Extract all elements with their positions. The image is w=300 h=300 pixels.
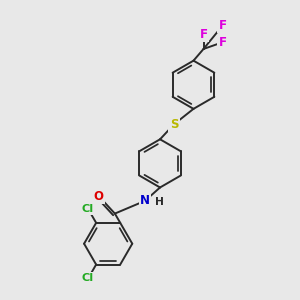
Text: F: F [219,19,226,32]
Text: S: S [170,118,178,131]
Text: F: F [200,28,208,41]
Text: H: H [154,196,164,206]
Text: N: N [140,194,150,207]
Text: Cl: Cl [82,204,94,214]
Text: F: F [219,36,226,49]
Text: O: O [94,190,104,203]
Text: Cl: Cl [82,274,94,284]
